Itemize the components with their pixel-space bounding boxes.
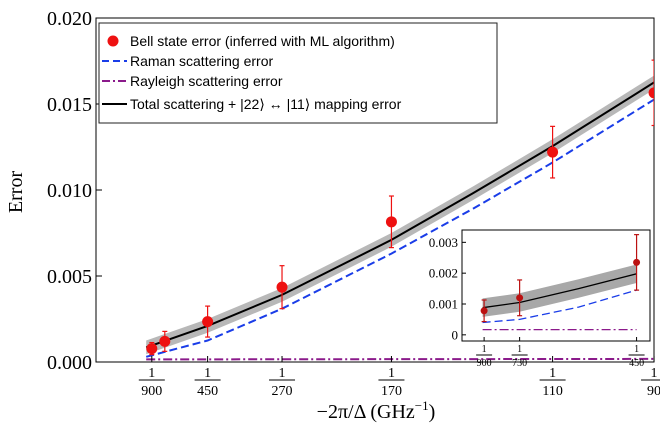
inset-uncertainty-band	[482, 264, 637, 317]
data-point	[159, 335, 171, 347]
x-tick-numerator: 1	[549, 366, 556, 381]
inset-plot: 0 0.001 0.002 0.003 1 900 1 730 1 450	[429, 229, 651, 369]
inset-y-tick-label: 0	[452, 327, 459, 342]
y-axis-label: Error	[5, 171, 27, 214]
x-tick-numerator: 1	[651, 366, 658, 381]
legend-rayleigh-label: Rayleigh scattering error	[130, 73, 283, 89]
x-tick-denominator: 170	[381, 384, 402, 399]
data-point	[547, 146, 559, 158]
x-tick-denominator: 90	[647, 384, 660, 399]
inset-raman-line	[482, 289, 637, 324]
inset-y-tick-label: 0.003	[429, 235, 458, 250]
inset-x-tick-numerator: 1	[517, 344, 522, 355]
legend-bell-label: Bell state error (inferred with ML algor…	[130, 33, 395, 49]
inset-x-tick-numerator: 1	[634, 344, 639, 355]
y-tick-label: 0.000	[47, 352, 92, 374]
rayleigh-line	[146, 357, 654, 361]
inset-data-point	[633, 258, 641, 266]
data-point	[648, 87, 654, 99]
y-tick-label: 0.005	[47, 266, 92, 288]
data-point	[146, 343, 158, 355]
legend-box	[98, 22, 498, 124]
x-axis-label-main: −2π/Δ (GHz	[317, 401, 415, 423]
inset-x-tick-numerator: 1	[482, 344, 487, 355]
legend-total-label: Total scattering + |22⟩ ↔ |11⟩ mapping e…	[130, 96, 402, 112]
legend: Bell state error (inferred with ML algor…	[98, 22, 498, 124]
x-tick-denominator: 110	[542, 384, 562, 399]
x-axis-label: −2π/Δ (GHz−1)	[317, 398, 436, 423]
inset-x-tick-denominator: 730	[512, 358, 527, 369]
raman-line	[145, 98, 654, 358]
x-tick-numerator: 1	[388, 366, 395, 381]
inset-y-tick-label: 0.002	[429, 266, 458, 281]
x-tick-denominator: 270	[272, 384, 293, 399]
x-tick-denominator: 900	[141, 384, 162, 399]
inset-x-tick-denominator: 900	[477, 358, 492, 369]
y-tick-label: 0.010	[47, 180, 92, 202]
inset-total-line	[482, 273, 637, 309]
x-tick-denominator: 450	[197, 384, 218, 399]
inset-y-tick-label: 0.001	[429, 297, 458, 312]
x-tick-numerator: 1	[148, 366, 155, 381]
data-point	[385, 216, 397, 228]
y-tick-label: 0.015	[47, 94, 92, 116]
uncertainty-band	[146, 75, 654, 355]
inset-x-tick-denominator: 450	[629, 358, 644, 369]
data-point	[202, 316, 214, 328]
x-axis-label-exponent: −1	[415, 398, 429, 413]
x-axis-label-close: )	[429, 401, 436, 423]
legend-raman-label: Raman scattering error	[130, 53, 274, 69]
inset-data-point	[480, 307, 488, 315]
data-point	[276, 281, 288, 293]
x-tick-numerator: 1	[204, 366, 211, 381]
legend-bell-marker	[107, 35, 119, 47]
x-tick-numerator: 1	[279, 366, 286, 381]
inset-data-point	[516, 294, 524, 302]
y-tick-label: 0.020	[47, 8, 92, 30]
